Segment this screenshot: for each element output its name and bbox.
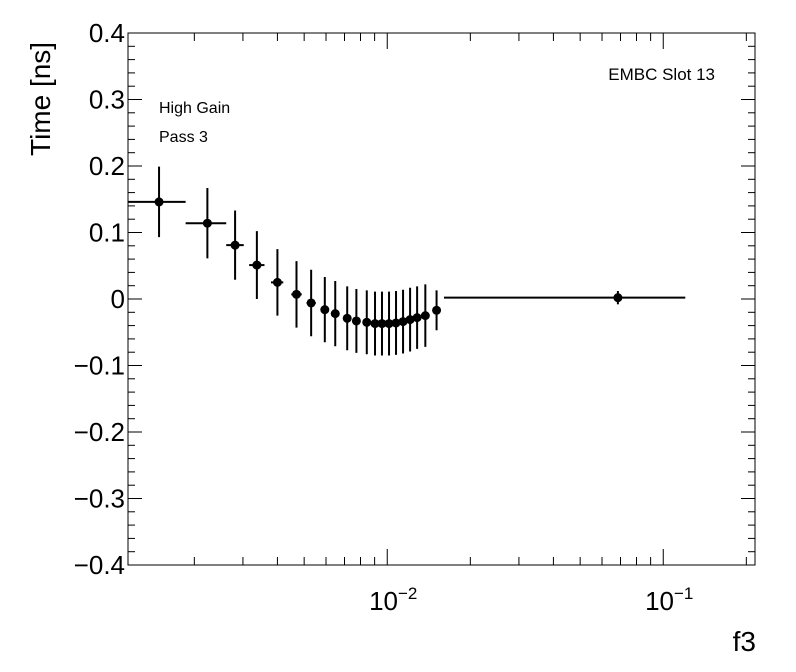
point-marker xyxy=(351,316,361,326)
data-point xyxy=(420,284,430,347)
annotation-slot: EMBC Slot 13 xyxy=(608,65,715,84)
data-points xyxy=(128,166,686,356)
y-tick-label: 0.4 xyxy=(89,18,125,48)
y-tick-label: −0.1 xyxy=(74,351,125,381)
data-point xyxy=(128,166,186,238)
data-point xyxy=(370,291,380,356)
data-point xyxy=(249,231,265,299)
annotation-pass: Pass 3 xyxy=(159,129,208,146)
point-marker xyxy=(306,298,316,308)
annotation-gain: High Gain xyxy=(159,100,230,117)
y-tick-label: 0.3 xyxy=(89,85,125,115)
x-tick-labels: 10−2 10−1 xyxy=(369,584,693,616)
data-point xyxy=(412,286,422,349)
point-marker xyxy=(432,305,442,315)
data-point xyxy=(306,269,316,337)
data-point xyxy=(342,286,352,351)
x-tick-label: 10−2 xyxy=(369,584,417,616)
data-point xyxy=(320,277,330,343)
point-marker xyxy=(272,277,282,287)
data-point xyxy=(405,287,415,352)
y-tick-label: −0.3 xyxy=(74,484,125,514)
point-marker xyxy=(377,319,387,329)
y-axis-title: Time [ns] xyxy=(25,42,56,156)
data-point xyxy=(384,291,394,356)
axis-ticks xyxy=(128,32,755,566)
data-point xyxy=(432,290,442,331)
y-tick-label: −0.4 xyxy=(74,550,125,580)
point-marker xyxy=(370,319,380,329)
point-marker xyxy=(398,317,408,327)
data-point xyxy=(185,187,227,259)
data-point xyxy=(362,290,372,355)
y-tick-label: −0.2 xyxy=(74,417,125,447)
point-marker xyxy=(384,319,394,329)
point-marker xyxy=(391,318,401,328)
data-point xyxy=(291,261,302,328)
y-tick-label: 0 xyxy=(111,284,125,314)
point-marker xyxy=(412,313,422,323)
data-point xyxy=(443,291,686,305)
point-marker xyxy=(342,313,352,323)
point-marker xyxy=(291,289,301,299)
point-marker xyxy=(362,317,372,327)
point-marker xyxy=(320,305,330,315)
point-marker xyxy=(202,218,212,228)
point-marker xyxy=(252,260,262,270)
data-point xyxy=(226,210,244,280)
data-point xyxy=(377,291,387,356)
x-tick-label: 10−1 xyxy=(645,584,693,616)
point-marker xyxy=(154,197,164,207)
point-marker xyxy=(405,315,415,325)
y-tick-label: 0.1 xyxy=(89,218,125,248)
y-tick-labels: −0.4 −0.3 −0.2 −0.1 0 0.1 0.2 0.3 0.4 xyxy=(74,18,125,580)
y-tick-label: 0.2 xyxy=(89,151,125,181)
data-point xyxy=(330,281,340,347)
point-marker xyxy=(230,240,240,250)
point-marker xyxy=(613,293,623,303)
x-axis-title: f3 xyxy=(733,626,756,657)
data-point xyxy=(270,249,284,316)
data-point xyxy=(391,291,401,355)
data-point xyxy=(398,289,408,354)
data-point xyxy=(351,289,361,353)
point-marker xyxy=(420,311,430,321)
point-marker xyxy=(330,309,340,319)
